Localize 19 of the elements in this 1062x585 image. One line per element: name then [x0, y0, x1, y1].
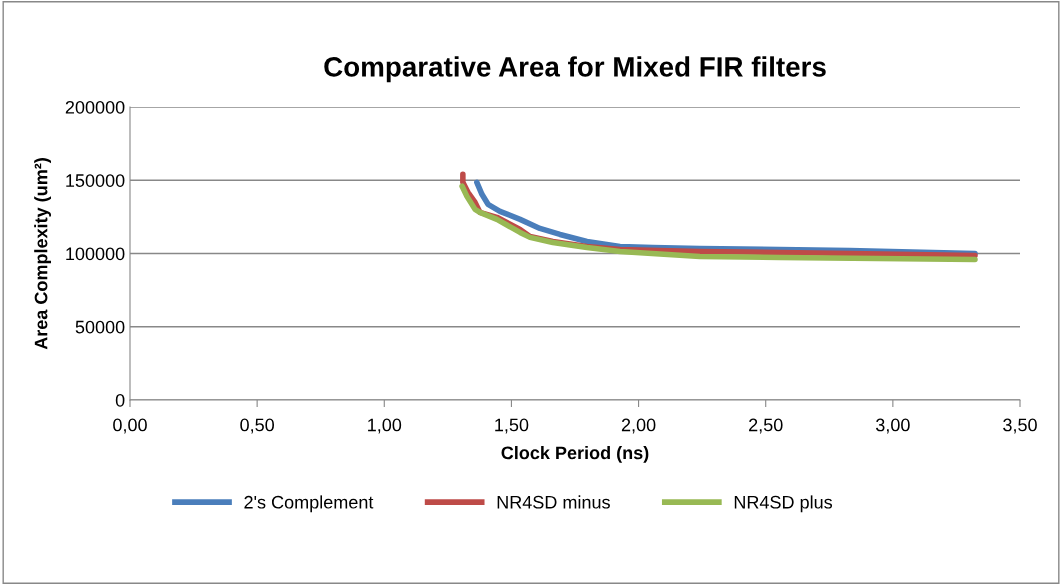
- x-tick-label: 3,00: [875, 418, 910, 434]
- x-tick-label: 3,50: [1003, 418, 1037, 434]
- x-tick-label: 2,50: [749, 418, 783, 434]
- y-tick-label: 50000: [75, 320, 125, 334]
- y-tick-label: 0: [115, 393, 125, 407]
- x-tick-label: 0,00: [113, 418, 147, 434]
- chart-title: Comparative Area for Mixed FIR filters: [324, 56, 826, 83]
- x-tick-label: 1,00: [368, 418, 402, 434]
- legend-label: NR4SD minus: [497, 495, 610, 509]
- y-tick-label: 200000: [65, 100, 125, 114]
- y-tick-label: 100000: [66, 247, 125, 261]
- y-tick-label: 150000: [66, 174, 125, 187]
- x-tick-label: 1,50: [495, 418, 529, 434]
- x-tick-label: 0,50: [240, 418, 275, 434]
- legend-label: NR4SD plus: [734, 495, 833, 513]
- x-tick-label: 2,00: [621, 418, 656, 434]
- legend-label: 2's Complement: [244, 495, 374, 513]
- x-axis-title: Clock Period (ns): [501, 446, 649, 463]
- y-axis-title: Area Complexity (um²): [34, 158, 52, 350]
